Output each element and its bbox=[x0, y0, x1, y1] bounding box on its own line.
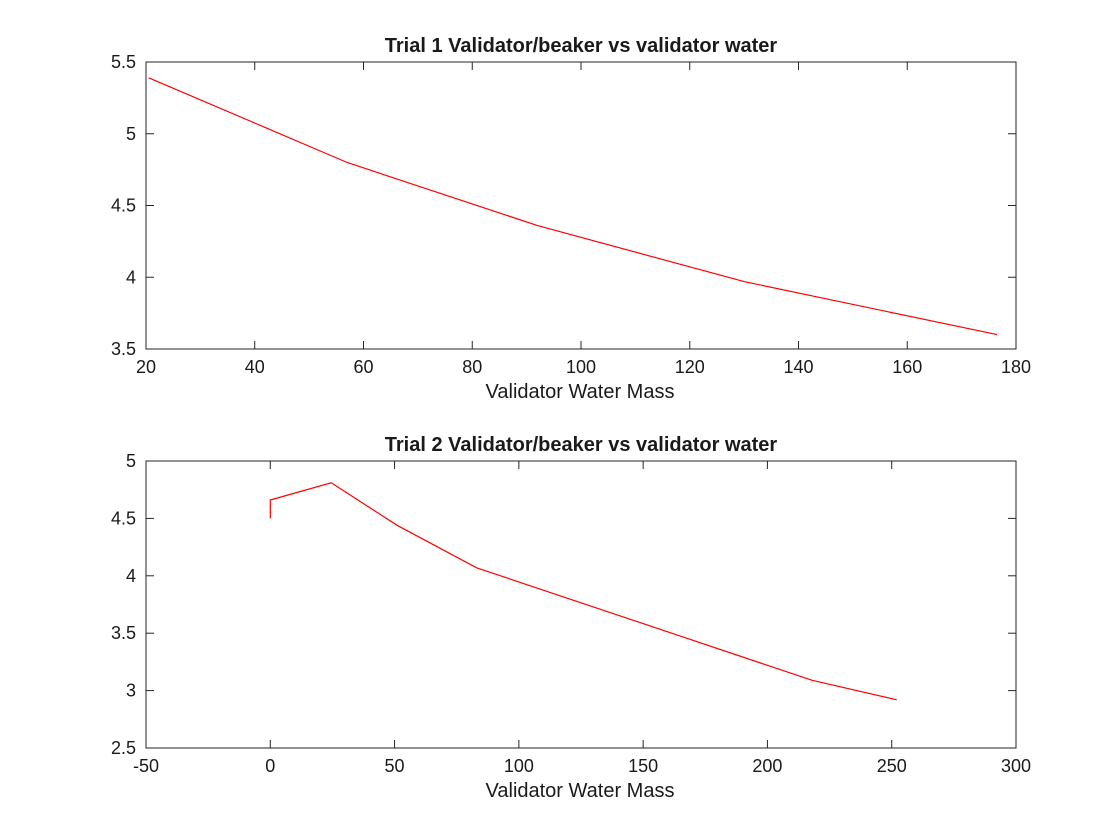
x-tick-label: 150 bbox=[628, 756, 658, 776]
x-tick-label: 40 bbox=[245, 357, 265, 377]
series-line bbox=[148, 77, 998, 336]
plot-area-frame bbox=[145, 61, 1017, 350]
plot-area-frame bbox=[145, 460, 1017, 749]
x-tick-label: 0 bbox=[265, 756, 275, 776]
chart-title: Trial 1 Validator/beaker vs validator wa… bbox=[385, 35, 778, 57]
y-tick-label: 4 bbox=[126, 566, 136, 586]
x-tick-label: 60 bbox=[353, 357, 373, 377]
x-tick-label: 100 bbox=[504, 756, 534, 776]
x-tick-label: 200 bbox=[752, 756, 782, 776]
y-tick-label: 3.5 bbox=[111, 339, 136, 359]
x-tick-label: 120 bbox=[675, 357, 705, 377]
x-axis-label: Validator Water Mass bbox=[486, 780, 675, 802]
subplot-trial-2: Trial 2 Validator/beaker vs validator wa… bbox=[111, 434, 1031, 802]
y-tick-label: 4 bbox=[126, 267, 136, 287]
series-line bbox=[269, 482, 897, 701]
x-tick-label: 80 bbox=[462, 357, 482, 377]
x-tick-label: -50 bbox=[133, 756, 159, 776]
x-tick-label: 20 bbox=[136, 357, 156, 377]
x-tick-label: 50 bbox=[385, 756, 405, 776]
y-tick-label: 4.5 bbox=[111, 508, 136, 528]
x-tick-label: 250 bbox=[877, 756, 907, 776]
y-tick-label: 2.5 bbox=[111, 738, 136, 758]
x-axis-label: Validator Water Mass bbox=[486, 381, 675, 403]
x-tick-label: 140 bbox=[783, 357, 813, 377]
x-tick-label: 100 bbox=[566, 357, 596, 377]
y-tick-label: 5 bbox=[126, 124, 136, 144]
x-tick-label: 160 bbox=[892, 357, 922, 377]
y-tick-label: 5.5 bbox=[111, 52, 136, 72]
y-tick-label: 3 bbox=[126, 681, 136, 701]
y-tick-label: 3.5 bbox=[111, 623, 136, 643]
x-tick-label: 180 bbox=[1001, 357, 1031, 377]
y-tick-label: 5 bbox=[126, 451, 136, 471]
subplot-trial-1: Trial 1 Validator/beaker vs validator wa… bbox=[111, 35, 1031, 403]
y-tick-label: 4.5 bbox=[111, 196, 136, 216]
x-tick-label: 300 bbox=[1001, 756, 1031, 776]
chart-title: Trial 2 Validator/beaker vs validator wa… bbox=[385, 434, 778, 456]
